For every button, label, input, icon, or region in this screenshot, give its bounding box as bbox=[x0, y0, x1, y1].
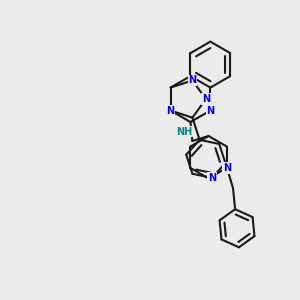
Text: N: N bbox=[202, 94, 210, 104]
Text: N: N bbox=[208, 173, 216, 183]
Text: NH: NH bbox=[176, 127, 192, 136]
Text: N: N bbox=[188, 76, 196, 85]
Text: N: N bbox=[206, 106, 214, 116]
Text: N: N bbox=[223, 163, 231, 173]
Text: N: N bbox=[167, 106, 175, 116]
